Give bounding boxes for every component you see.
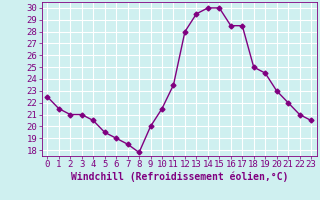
X-axis label: Windchill (Refroidissement éolien,°C): Windchill (Refroidissement éolien,°C) [70, 172, 288, 182]
